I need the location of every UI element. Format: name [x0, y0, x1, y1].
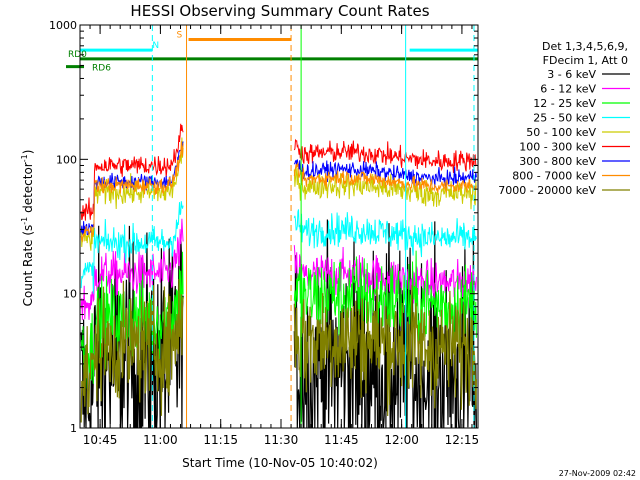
legend-label: 50 - 100 keV	[526, 126, 596, 139]
legend-header-line-1: Det 1,3,4,5,6,9,	[542, 40, 628, 53]
series-line-50-100kev	[80, 137, 477, 251]
legend-label: 800 - 7000 keV	[512, 170, 596, 183]
legend-label: 100 - 300 keV	[519, 141, 596, 154]
legend-label: 12 - 25 keV	[533, 97, 596, 110]
series-line-6-12kev	[80, 218, 477, 321]
series-line-25-50kev	[80, 201, 477, 294]
y-tick-label: 1000	[49, 19, 77, 32]
plot-frame	[79, 24, 479, 429]
x-tick-label: 11:15	[203, 433, 238, 447]
legend-header-line-2: FDecim 1, Att 0	[543, 54, 628, 67]
x-tick-label: 11:00	[143, 433, 178, 447]
x-tick-label: 10:45	[83, 433, 118, 447]
y-axis-label: Count Rate (s-1 detector-1)	[20, 150, 35, 307]
y-tick-label: 100	[56, 153, 77, 166]
flag-label-s: S	[176, 30, 182, 40]
series-line-7000-20000kev	[80, 278, 477, 423]
flag-label-rd6: RD6	[92, 64, 111, 74]
series-line-100-300kev	[80, 123, 477, 221]
plot-area: N S RD0 RD6 1 10 100 1000 10:45 11:00 11:15 11:30 11…	[49, 19, 479, 447]
chart-title: HESSI Observing Summary Count Rates	[130, 2, 429, 20]
series-line-800-7000kev	[80, 141, 477, 243]
legend-label: 6 - 12 keV	[540, 83, 596, 96]
x-tick-label: 11:30	[264, 433, 299, 447]
legend: Det 1,3,4,5,6,9, FDecim 1, Att 0 3 - 6 k…	[498, 40, 630, 197]
legend-label: 300 - 800 keV	[519, 155, 596, 168]
legend-label: 7000 - 20000 keV	[498, 184, 596, 197]
x-tick-label: 12:00	[384, 433, 419, 447]
legend-label: 25 - 50 keV	[533, 112, 596, 125]
footer-timestamp: 27-Nov-2009 02:42	[559, 469, 636, 478]
legend-label: 3 - 6 keV	[547, 68, 596, 81]
flag-label-n: N	[152, 41, 159, 51]
y-tick-label: 1	[70, 422, 77, 435]
y-tick-label: 10	[63, 288, 77, 301]
x-tick-label: 12:15	[445, 433, 480, 447]
x-tick-label: 11:45	[324, 433, 359, 447]
x-axis-label: Start Time (10-Nov-05 10:40:02)	[182, 456, 378, 470]
flag-label-rd0: RD0	[68, 50, 87, 60]
